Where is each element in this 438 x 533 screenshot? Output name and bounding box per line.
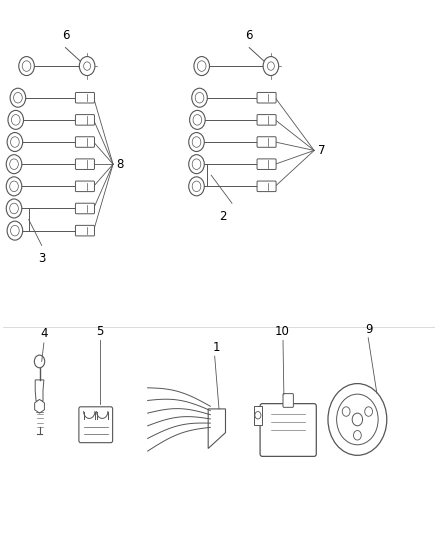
Circle shape	[11, 225, 19, 236]
Polygon shape	[208, 409, 226, 448]
FancyBboxPatch shape	[75, 159, 95, 169]
Circle shape	[255, 411, 261, 419]
Circle shape	[193, 115, 202, 125]
Circle shape	[192, 137, 201, 147]
FancyBboxPatch shape	[257, 115, 276, 125]
Circle shape	[352, 413, 363, 426]
Circle shape	[263, 56, 279, 76]
Text: 6: 6	[62, 29, 69, 42]
Circle shape	[337, 394, 378, 445]
Text: 7: 7	[318, 144, 325, 157]
Circle shape	[34, 355, 45, 368]
Circle shape	[192, 88, 207, 107]
Circle shape	[195, 92, 204, 103]
Text: 6: 6	[246, 29, 253, 42]
Circle shape	[365, 407, 372, 416]
Circle shape	[198, 61, 206, 71]
Circle shape	[268, 62, 274, 70]
FancyBboxPatch shape	[257, 137, 276, 147]
Circle shape	[194, 56, 209, 76]
Circle shape	[192, 159, 201, 169]
Circle shape	[79, 56, 95, 76]
Polygon shape	[254, 406, 262, 425]
Circle shape	[342, 407, 350, 416]
Text: 4: 4	[40, 327, 48, 341]
Circle shape	[6, 177, 22, 196]
Circle shape	[189, 133, 204, 151]
FancyBboxPatch shape	[257, 181, 276, 191]
Circle shape	[8, 110, 24, 130]
Circle shape	[10, 159, 18, 169]
Circle shape	[353, 431, 361, 440]
Circle shape	[328, 384, 387, 455]
FancyBboxPatch shape	[75, 203, 95, 214]
Circle shape	[190, 110, 205, 130]
Circle shape	[11, 137, 19, 147]
FancyBboxPatch shape	[75, 181, 95, 191]
Circle shape	[10, 181, 18, 191]
FancyBboxPatch shape	[75, 137, 95, 147]
FancyBboxPatch shape	[75, 225, 95, 236]
Text: 9: 9	[366, 323, 373, 336]
Circle shape	[6, 199, 22, 218]
FancyBboxPatch shape	[283, 393, 293, 407]
Circle shape	[189, 177, 204, 196]
Circle shape	[22, 61, 31, 71]
Circle shape	[189, 155, 204, 174]
Text: 8: 8	[116, 158, 124, 171]
Circle shape	[192, 181, 201, 191]
Polygon shape	[35, 399, 44, 413]
FancyBboxPatch shape	[260, 403, 316, 456]
Circle shape	[7, 221, 23, 240]
Polygon shape	[35, 380, 44, 401]
Circle shape	[6, 155, 22, 174]
FancyBboxPatch shape	[75, 115, 95, 125]
Text: 10: 10	[274, 325, 289, 338]
Text: 1: 1	[213, 341, 221, 354]
Circle shape	[7, 133, 23, 151]
Text: 2: 2	[219, 209, 227, 223]
Text: 5: 5	[96, 325, 104, 338]
FancyBboxPatch shape	[257, 92, 276, 103]
Text: 3: 3	[38, 252, 46, 265]
Circle shape	[84, 62, 91, 70]
Circle shape	[14, 92, 22, 103]
Circle shape	[10, 88, 26, 107]
FancyBboxPatch shape	[79, 407, 113, 443]
Circle shape	[10, 203, 18, 214]
FancyBboxPatch shape	[75, 92, 95, 103]
Circle shape	[19, 56, 34, 76]
FancyBboxPatch shape	[257, 159, 276, 169]
Circle shape	[11, 115, 20, 125]
